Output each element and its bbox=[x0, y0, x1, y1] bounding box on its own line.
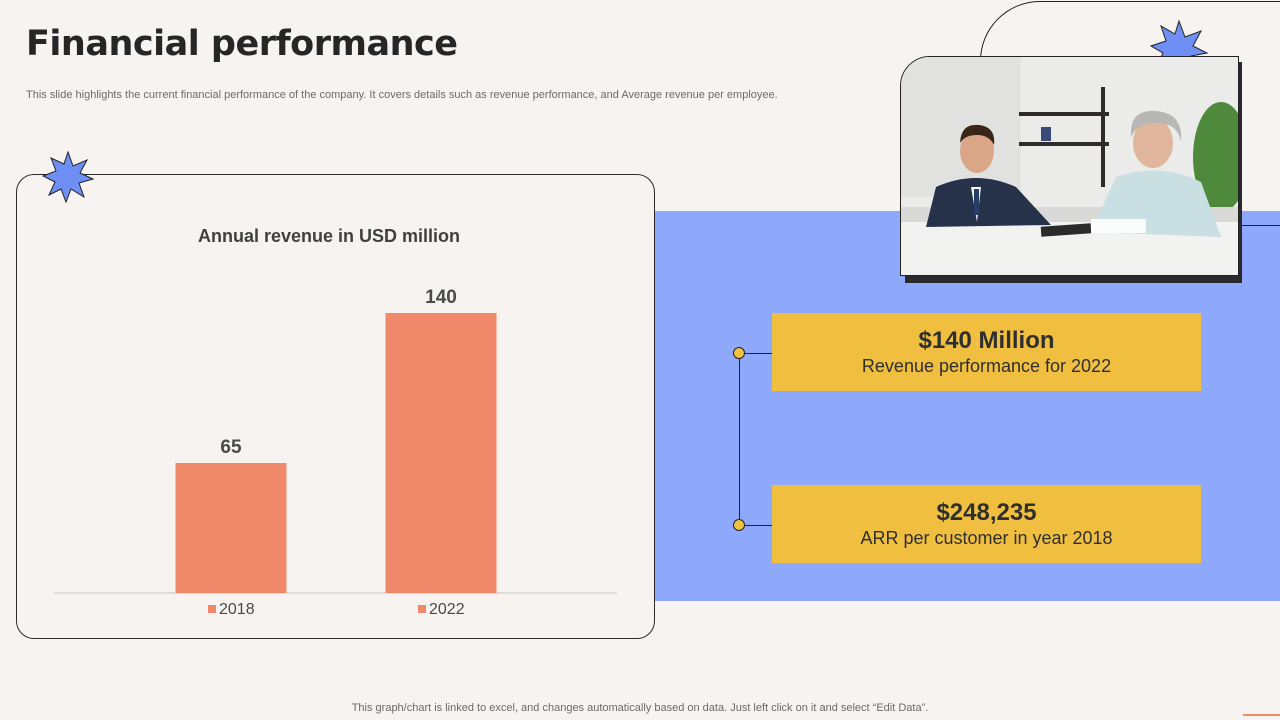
data-label: 65 bbox=[220, 437, 242, 458]
page-subtitle: This slide highlights the current financ… bbox=[26, 89, 778, 101]
legend-swatch bbox=[208, 605, 216, 613]
footer-note: This graph/chart is linked to excel, and… bbox=[351, 702, 929, 714]
legend-label: 2018 bbox=[219, 601, 255, 618]
bar-2018[interactable] bbox=[175, 463, 287, 593]
connector-line bbox=[739, 353, 740, 525]
stat-value: $248,235 bbox=[936, 499, 1037, 526]
revenue-bar-chart[interactable]: Annual revenue in USD million 65 2018 140 2… bbox=[17, 175, 654, 638]
bar-2022[interactable] bbox=[385, 313, 497, 593]
stat-value: $140 Million bbox=[918, 327, 1055, 354]
footer-accent bbox=[1243, 714, 1280, 716]
stat-label: ARR per customer in year 2018 bbox=[860, 528, 1113, 548]
connector-branch bbox=[739, 353, 772, 354]
stat-label: Revenue performance for 2022 bbox=[861, 356, 1112, 376]
meeting-photo bbox=[900, 56, 1239, 276]
connector-dot bbox=[733, 519, 745, 531]
connector-dot bbox=[733, 347, 745, 359]
star-icon bbox=[42, 151, 94, 203]
stat-box-arr: $248,235 ARR per customer in year 2018 bbox=[772, 485, 1201, 563]
chart-title: Annual revenue in USD million bbox=[198, 226, 460, 246]
decorative-line bbox=[1238, 225, 1280, 226]
chart-card[interactable]: Annual revenue in USD million 65 2018 140 2… bbox=[16, 174, 655, 639]
stat-box-revenue: $140 Million Revenue performance for 202… bbox=[772, 313, 1201, 391]
connector-branch bbox=[739, 525, 772, 526]
legend-swatch bbox=[418, 605, 426, 613]
data-label: 140 bbox=[425, 287, 457, 308]
legend-label: 2022 bbox=[429, 601, 465, 618]
page-title: Financial performance bbox=[26, 24, 458, 64]
